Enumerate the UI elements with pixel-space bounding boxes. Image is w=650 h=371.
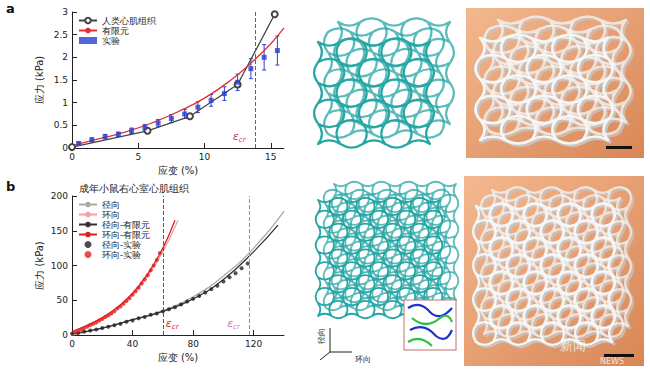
- svg-text:实验: 实验: [102, 36, 120, 46]
- svg-text:40: 40: [127, 339, 139, 349]
- svg-text:径向-有限元: 径向-有限元: [102, 220, 150, 230]
- svg-text:应力 (kPa): 应力 (kPa): [34, 241, 45, 290]
- svg-text:径向-实验: 径向-实验: [102, 240, 141, 250]
- svg-text:3: 3: [62, 7, 68, 17]
- svg-text:环向-实验: 环向-实验: [102, 250, 141, 260]
- svg-text:ε: ε: [165, 317, 172, 330]
- svg-text:环向-有限元: 环向-有限元: [102, 230, 150, 240]
- svg-text:0.5: 0.5: [54, 120, 68, 130]
- svg-text:cr: cr: [233, 323, 241, 331]
- svg-text:b: b: [6, 179, 15, 194]
- svg-text:0: 0: [69, 152, 75, 162]
- svg-text:应力 (kPa): 应力 (kPa): [34, 56, 45, 105]
- svg-text:径向: 径向: [102, 200, 120, 210]
- svg-text:成年小鼠右心室心肌组织: 成年小鼠右心室心肌组织: [79, 183, 189, 194]
- svg-text:cr: cr: [239, 136, 247, 144]
- svg-text:100: 100: [51, 261, 68, 271]
- svg-text:应变 (%): 应变 (%): [158, 165, 199, 176]
- svg-text:150: 150: [51, 226, 68, 236]
- svg-text:新闻: 新闻: [560, 338, 586, 353]
- svg-text:ε: ε: [232, 130, 239, 143]
- svg-text:人类心肌组织: 人类心肌组织: [102, 16, 156, 26]
- svg-text:5: 5: [135, 152, 141, 162]
- svg-text:a: a: [6, 1, 15, 16]
- svg-text:80: 80: [187, 339, 199, 349]
- svg-text:应变 (%): 应变 (%): [158, 352, 199, 363]
- svg-text:1: 1: [62, 98, 68, 108]
- svg-text:2: 2: [62, 52, 68, 62]
- svg-text:2.5: 2.5: [54, 30, 68, 40]
- svg-text:15: 15: [265, 152, 276, 162]
- svg-text:有限元: 有限元: [102, 26, 129, 36]
- svg-text:cr: cr: [172, 323, 180, 331]
- svg-text:环向: 环向: [102, 210, 120, 220]
- svg-text:50: 50: [57, 295, 69, 305]
- svg-text:1.5: 1.5: [54, 75, 68, 85]
- svg-text:环向: 环向: [355, 355, 371, 364]
- svg-text:0: 0: [62, 330, 68, 340]
- svg-text:10: 10: [199, 152, 211, 162]
- svg-text:200: 200: [51, 191, 68, 201]
- svg-text:0: 0: [62, 143, 68, 153]
- svg-text:NEWS: NEWS: [600, 357, 624, 366]
- svg-text:径向: 径向: [317, 328, 326, 344]
- svg-text:0: 0: [69, 339, 75, 349]
- svg-text:ε: ε: [227, 317, 234, 330]
- svg-text:120: 120: [245, 339, 262, 349]
